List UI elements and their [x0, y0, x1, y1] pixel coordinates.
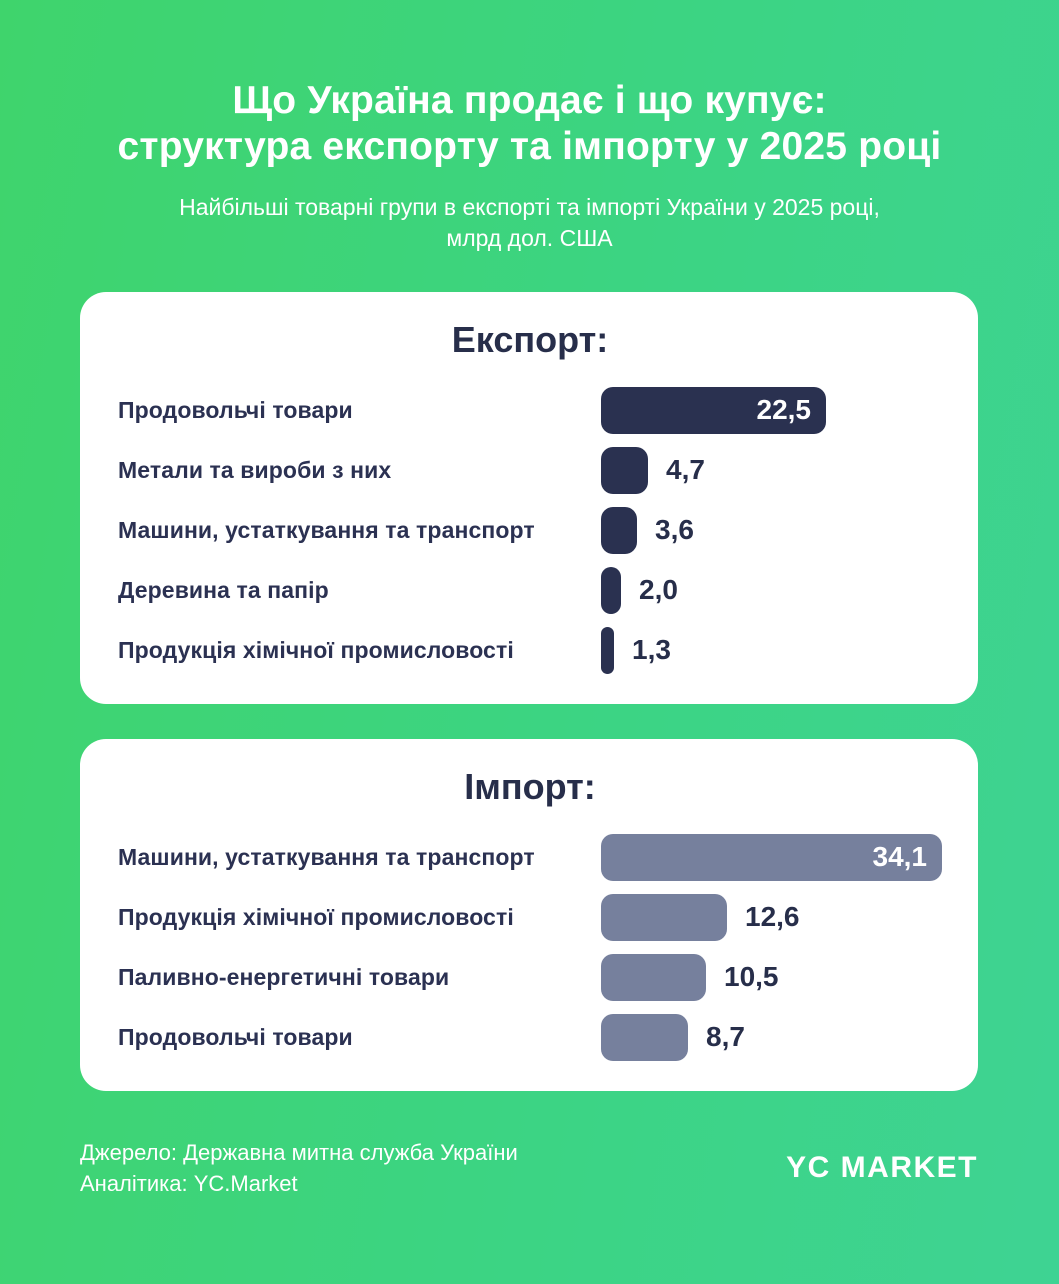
page-subtitle: Найбільші товарні групи в експорті та ім…: [0, 192, 1059, 254]
source-line: Джерело: Державна митна служба України: [80, 1140, 518, 1165]
value-label: 34,1: [872, 841, 928, 872]
category-label: Деревина та папір: [118, 576, 329, 603]
export-bar: [601, 566, 621, 614]
header: Що Україна продає і що купує: структура …: [0, 0, 1059, 254]
bar-zone: 2,0: [601, 560, 942, 620]
export-card-title: Експорт:: [451, 319, 609, 360]
bar-row: Продукція хімічної промисловості 12,6: [118, 887, 942, 947]
category-label: Продукція хімічної промисловості: [118, 636, 514, 663]
import-bar: [601, 953, 706, 1001]
category-label: Продовольчі товари: [118, 396, 353, 423]
category-label: Паливно-енергетичні товари: [118, 963, 450, 990]
bar-zone: 10,5: [601, 947, 942, 1007]
value-label: 4,7: [666, 454, 705, 485]
import-bar: [601, 893, 727, 941]
bar-row: Паливно-енергетичні товари 10,5: [118, 947, 942, 1007]
bar-row: Машини, устаткування та транспорт 34,1: [118, 827, 942, 887]
value-label: 2,0: [639, 574, 678, 605]
export-card: Експорт: Продовольчі товари 22,5 Метали …: [80, 292, 978, 704]
category-label: Продовольчі товари: [118, 1023, 353, 1050]
yc-market-logo: YC MARKET: [786, 1151, 978, 1184]
category-label: Машини, устаткування та транспорт: [118, 516, 535, 543]
export-bar: [601, 626, 614, 674]
bar-zone: 4,7: [601, 440, 942, 500]
bar-row: Машини, устаткування та транспорт 3,6: [118, 500, 942, 560]
page-title: Що Україна продає і що купує: структура …: [0, 78, 1059, 170]
import-bar: 34,1: [601, 833, 942, 881]
export-bar: [601, 506, 637, 554]
analytics-line: Аналітика: YC.Market: [80, 1171, 298, 1196]
bar-row: Продовольчі товари 8,7: [118, 1007, 942, 1067]
bar-row: Метали та вироби з них 4,7: [118, 440, 942, 500]
bar-zone: 8,7: [601, 1007, 942, 1067]
import-card-title: Імпорт:: [464, 766, 596, 807]
footer: Джерело: Державна митна служба України А…: [80, 1137, 978, 1199]
bar-zone: 12,6: [601, 887, 942, 947]
export-bar: [601, 446, 648, 494]
bar-zone: 1,3: [601, 620, 942, 680]
value-label: 1,3: [632, 634, 671, 665]
value-label: 22,5: [756, 394, 812, 425]
value-label: 12,6: [745, 901, 800, 932]
import-card: Імпорт: Машини, устаткування та транспор…: [80, 739, 978, 1091]
bar-zone: 3,6: [601, 500, 942, 560]
value-label: 10,5: [724, 961, 779, 992]
category-label: Продукція хімічної промисловості: [118, 903, 514, 930]
export-bar: 22,5: [601, 386, 826, 434]
source-block: Джерело: Державна митна служба України А…: [80, 1137, 518, 1199]
bar-row: Продукція хімічної промисловості 1,3: [118, 620, 942, 680]
value-label: 8,7: [706, 1021, 745, 1052]
import-bar: [601, 1013, 688, 1061]
title-line-1: Що Україна продає і що купує:: [232, 79, 827, 122]
category-label: Машини, устаткування та транспорт: [118, 843, 535, 870]
category-label: Метали та вироби з них: [118, 456, 392, 483]
subtitle-line-1: Найбільші товарні групи в експорті та ім…: [179, 194, 880, 220]
subtitle-line-2: млрд дол. США: [446, 225, 613, 251]
bar-row: Продовольчі товари 22,5: [118, 380, 942, 440]
bar-zone: 34,1: [601, 827, 942, 887]
bar-row: Деревина та папір 2,0: [118, 560, 942, 620]
bar-zone: 22,5: [601, 380, 942, 440]
value-label: 3,6: [655, 514, 694, 545]
title-line-2: структура експорту та імпорту у 2025 роц…: [117, 125, 942, 168]
